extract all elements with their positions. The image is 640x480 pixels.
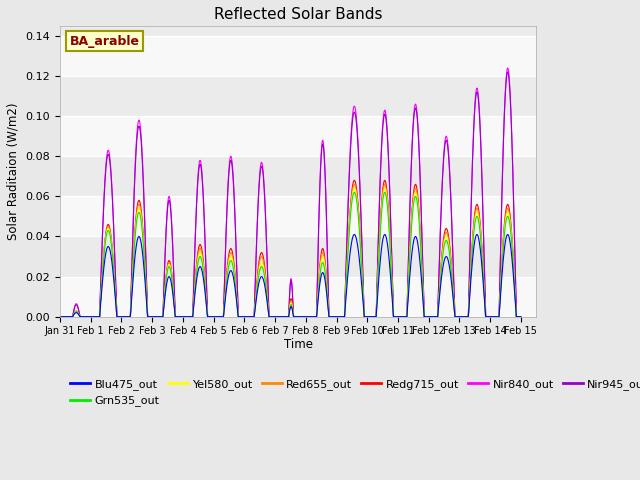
Legend: Blu475_out, Grn535_out, Yel580_out, Red655_out, Redg715_out, Nir840_out, Nir945_: Blu475_out, Grn535_out, Yel580_out, Red6… xyxy=(65,374,640,411)
Bar xyxy=(60,237,536,276)
Bar xyxy=(60,196,536,237)
Bar xyxy=(60,276,536,317)
Text: BA_arable: BA_arable xyxy=(70,35,140,48)
Bar xyxy=(60,156,536,196)
Y-axis label: Solar Raditaion (W/m2): Solar Raditaion (W/m2) xyxy=(7,103,20,240)
X-axis label: Time: Time xyxy=(284,338,312,351)
Bar xyxy=(60,26,536,36)
Bar xyxy=(60,36,536,76)
Title: Reflected Solar Bands: Reflected Solar Bands xyxy=(214,7,382,22)
Bar xyxy=(60,116,536,156)
Bar xyxy=(60,76,536,116)
